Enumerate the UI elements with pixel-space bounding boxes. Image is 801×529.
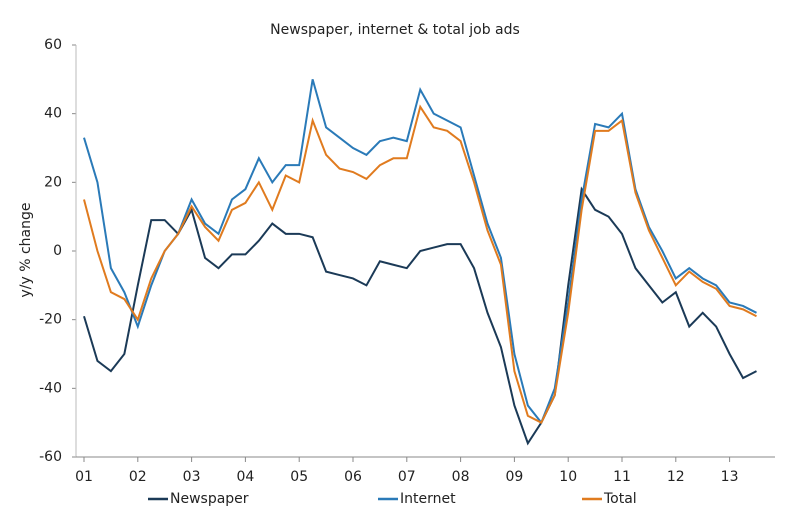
x-tick-label: 09 xyxy=(505,469,523,485)
x-tick-label: 05 xyxy=(290,469,308,485)
legend-label: Internet xyxy=(400,491,456,507)
x-tick-label: 12 xyxy=(667,469,685,485)
x-tick-label: 01 xyxy=(75,469,93,485)
x-tick-label: 08 xyxy=(452,469,470,485)
y-tick-label: -20 xyxy=(39,312,62,328)
x-tick-label: 11 xyxy=(613,469,631,485)
y-tick-label: 60 xyxy=(44,37,62,53)
y-tick-label: -60 xyxy=(39,449,62,465)
y-tick-label: 0 xyxy=(53,243,62,259)
y-tick-label: 40 xyxy=(44,106,62,122)
chart-title: Newspaper, internet & total job ads xyxy=(270,22,520,38)
x-tick-label: 10 xyxy=(559,469,577,485)
x-tick-label: 04 xyxy=(236,469,254,485)
y-tick-label: 20 xyxy=(44,174,62,190)
series-line xyxy=(83,186,757,446)
y-tick-label: -40 xyxy=(39,380,62,396)
legend-label: Newspaper xyxy=(170,491,249,507)
x-tick-label: 13 xyxy=(721,469,739,485)
legend-label: Total xyxy=(603,491,637,507)
y-axis-label: y/y % change xyxy=(18,202,34,297)
series-line xyxy=(83,104,757,425)
series-line xyxy=(83,79,757,425)
x-tick-label: 07 xyxy=(398,469,416,485)
x-tick-label: 02 xyxy=(129,469,147,485)
x-tick-label: 06 xyxy=(344,469,362,485)
x-tick-label: 03 xyxy=(183,469,201,485)
